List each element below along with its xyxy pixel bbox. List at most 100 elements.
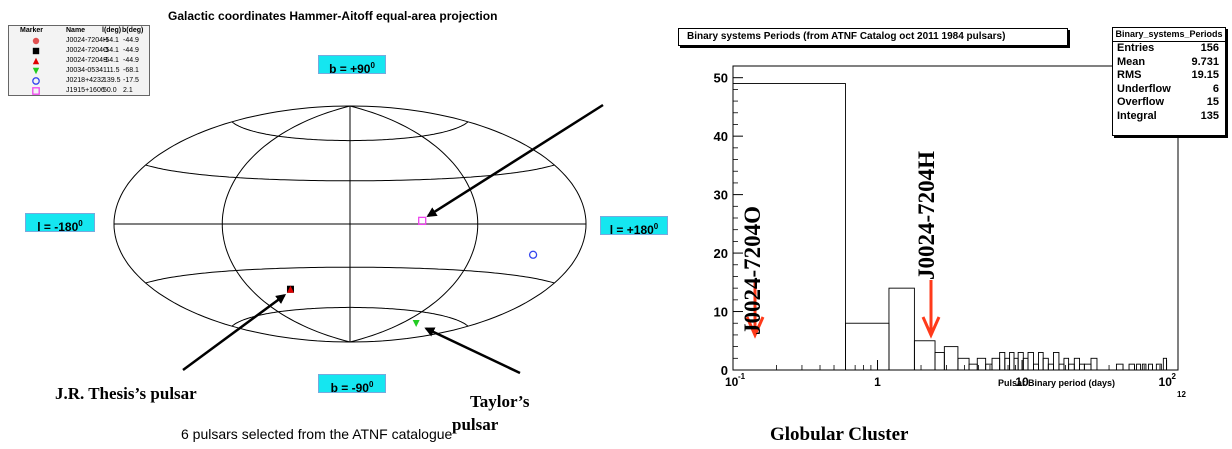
legend-marker-shape	[32, 87, 40, 95]
legend-header-row: Marker Name l(deg) b(deg)	[9, 26, 149, 36]
histogram-bar	[1148, 363, 1154, 371]
arrow-to-taylor-pulsar	[424, 327, 521, 375]
histogram-bar	[1128, 363, 1135, 371]
legend-l: 111.5	[103, 67, 120, 74]
y-tick-label: 0	[721, 363, 728, 378]
cluster-label-o: J0024-7204O	[740, 205, 765, 335]
legend-marker-icon	[32, 87, 40, 95]
histogram-arrows	[745, 280, 941, 339]
legend-header-b: b(deg)	[122, 27, 144, 34]
histogram-bar	[991, 357, 1001, 371]
histogram-bar	[1004, 357, 1011, 371]
stats-label: Integral	[1117, 109, 1157, 122]
arrow-to-thesis-pulsar	[182, 294, 287, 372]
stats-row: Entries 156	[1113, 42, 1225, 56]
histogram-bar	[1136, 363, 1141, 371]
parallel-line	[145, 164, 555, 182]
map-arrows	[182, 103, 604, 375]
legend-marker-icon	[32, 67, 40, 75]
legend-b: -68.1	[123, 67, 139, 74]
stats-rows: Entries 156 Mean 9.731 RMS 19.15 Underflow 6 Ove…	[1113, 42, 1225, 123]
pulsar-point	[418, 216, 427, 226]
stats-row: RMS 19.15	[1113, 69, 1225, 83]
legend-marker-icon	[32, 47, 40, 55]
legend-b: -44.9	[123, 57, 139, 64]
y-tick-label: 30	[714, 188, 728, 203]
pulsar-point	[528, 250, 538, 259]
taylor-pulsar-label-line2: pulsar	[452, 415, 499, 434]
legend-marker-shape	[32, 37, 40, 45]
legend-marker-icon	[32, 77, 40, 85]
x-tick-exponent: 2	[1172, 372, 1177, 381]
stats-row: Overflow 15	[1113, 96, 1225, 110]
histogram-bar	[985, 363, 993, 371]
histogram-bar	[1083, 363, 1092, 371]
stats-value: 19.15	[1191, 69, 1219, 81]
histogram-title-box: Binary systems Periods (from ATNF Catalo…	[678, 28, 1068, 46]
legend-l: -54.1	[103, 47, 119, 54]
y-tick-label: 40	[714, 129, 728, 144]
histogram-bar	[845, 322, 890, 371]
catalogue-footer: 6 pulsars selected from the ATNF catalog…	[181, 426, 453, 442]
legend-name: J1915+1606	[66, 87, 105, 94]
pulsar-point	[412, 320, 420, 328]
x-tick-label: 1	[874, 375, 881, 389]
histogram-title: Binary systems Periods (from ATNF Catalo…	[687, 31, 1006, 42]
pulsar-point	[286, 285, 294, 293]
legend-l: -54.1	[103, 57, 119, 64]
legend-marker-icon	[32, 57, 40, 65]
legend-rows: J0024-7204H -54.1 -44.9 J0024-7204O -54.1 -44…	[9, 36, 149, 96]
histogram-bar	[1013, 357, 1019, 371]
stats-label: Overflow	[1117, 96, 1165, 108]
map-grid	[113, 105, 587, 343]
stats-label: Entries	[1117, 42, 1155, 54]
l-left-label: l = -1800	[25, 213, 95, 234]
legend-b: -44.9	[123, 47, 139, 54]
legend-name: J0034-0534	[66, 67, 103, 74]
stats-label: Mean	[1117, 55, 1146, 68]
hammer-aitoff-map	[113, 103, 604, 375]
cluster-label-h: J0024-7204H	[914, 150, 939, 280]
legend-row: J1915+1606 50.0 2.1	[9, 86, 149, 96]
histogram-bar	[1090, 357, 1098, 371]
histogram-bars	[732, 83, 1168, 371]
histogram-bar	[1042, 357, 1049, 371]
histogram-bar	[1058, 363, 1065, 371]
b-top-label: b = +900	[318, 55, 386, 76]
stats-row: Mean 9.731	[1113, 56, 1225, 70]
legend-row: J0034-0534 111.5 -68.1	[9, 66, 149, 76]
histogram-bar	[1115, 363, 1124, 371]
legend-name: J0218+4232	[66, 77, 105, 84]
legend-name: J0024-7204H	[66, 37, 109, 44]
legend-b: -17.5	[123, 77, 139, 84]
histogram-bar	[888, 287, 915, 371]
legend-row: J0218+4232 139.5 -17.5	[9, 76, 149, 86]
thesis-pulsar-label: J.R. Thesis’s pulsar	[55, 384, 197, 403]
pulsar-legend: Marker Name l(deg) b(deg) J0024-7204H -54…	[8, 25, 150, 96]
legend-header-name: Name	[66, 27, 86, 34]
histogram-stats-box: Binary_systems_Periods Entries 156 Mean 9.7…	[1112, 27, 1226, 136]
stats-value: 156	[1200, 42, 1219, 54]
legend-marker-icon	[32, 37, 40, 45]
histogram-bar	[1073, 357, 1080, 371]
y-tick-label: 10	[714, 305, 728, 320]
legend-l: 50.0	[103, 87, 117, 94]
histogram-bar	[1027, 352, 1034, 371]
histogram-bar	[934, 352, 945, 371]
legend-marker-shape	[32, 57, 40, 65]
legend-l: 139.5	[103, 77, 121, 84]
arrow-to-j1915	[426, 103, 604, 217]
legend-b: -44.9	[123, 37, 139, 44]
b-bottom-label: b = -900	[318, 374, 386, 395]
histogram-bar	[1009, 352, 1015, 371]
histogram-bar	[1063, 357, 1070, 371]
x-tick-exponent: -1	[738, 372, 746, 381]
stats-row: Integral 135	[1113, 110, 1225, 124]
parallel-line	[145, 266, 555, 284]
histogram-xlabel: Pulsar Binary period (days)	[998, 378, 1116, 388]
histogram-bar	[999, 352, 1006, 371]
histogram-bar	[957, 357, 970, 371]
stats-value: 6	[1212, 82, 1219, 95]
